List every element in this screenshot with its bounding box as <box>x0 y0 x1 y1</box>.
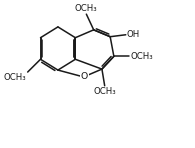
Text: O: O <box>81 72 88 81</box>
Text: OCH₃: OCH₃ <box>93 87 116 96</box>
Text: OCH₃: OCH₃ <box>75 4 98 13</box>
Text: OCH₃: OCH₃ <box>130 52 153 61</box>
Text: OH: OH <box>127 30 140 39</box>
Text: OCH₃: OCH₃ <box>3 73 26 82</box>
